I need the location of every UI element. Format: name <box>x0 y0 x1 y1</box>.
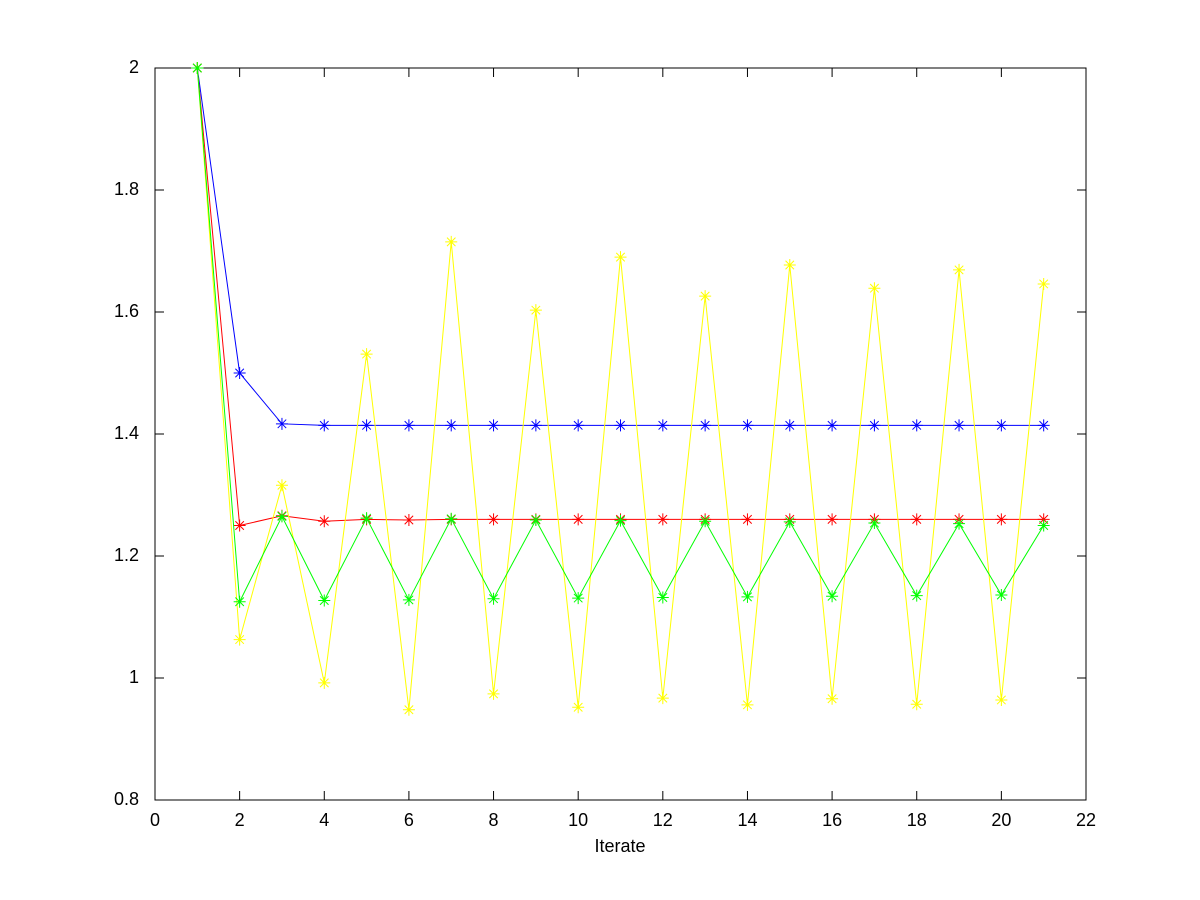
data-point <box>699 515 712 528</box>
data-point <box>572 592 585 605</box>
x-tick-label: 22 <box>1076 810 1096 830</box>
data-point <box>741 419 754 432</box>
data-point <box>233 595 246 608</box>
x-tick-label: 6 <box>404 810 414 830</box>
data-point <box>910 513 923 526</box>
data-point <box>656 591 669 604</box>
data-point <box>529 419 542 432</box>
data-point <box>953 517 966 530</box>
data-point <box>1037 277 1050 290</box>
data-point <box>402 593 415 606</box>
data-point <box>487 513 500 526</box>
data-point <box>995 693 1008 706</box>
data-point <box>572 513 585 526</box>
data-point <box>868 282 881 295</box>
y-tick-label: 2 <box>129 57 139 77</box>
data-point <box>910 419 923 432</box>
x-tick-label: 18 <box>907 810 927 830</box>
data-point <box>360 348 373 361</box>
data-point <box>233 519 246 532</box>
data-point <box>529 514 542 527</box>
data-point <box>275 417 288 430</box>
data-point <box>910 698 923 711</box>
data-point <box>826 590 839 603</box>
data-point <box>953 419 966 432</box>
data-point <box>995 419 1008 432</box>
data-point <box>233 367 246 379</box>
data-point <box>953 263 966 276</box>
data-point <box>572 419 585 432</box>
data-point <box>402 514 415 527</box>
x-tick-label: 20 <box>991 810 1011 830</box>
data-point <box>318 419 331 432</box>
data-point <box>318 594 331 607</box>
data-point <box>656 692 669 705</box>
data-point <box>1037 519 1050 532</box>
x-tick-label: 0 <box>150 810 160 830</box>
y-tick-label: 1.4 <box>114 423 139 443</box>
data-point <box>402 419 415 432</box>
x-tick-label: 2 <box>235 810 245 830</box>
data-point <box>656 419 669 432</box>
x-tick-label: 16 <box>822 810 842 830</box>
x-tick-label: 12 <box>653 810 673 830</box>
x-tick-label: 14 <box>737 810 757 830</box>
y-tick-label: 1.2 <box>114 545 139 565</box>
data-point <box>741 513 754 526</box>
data-point <box>572 701 585 714</box>
data-point <box>487 687 500 700</box>
x-axis-label: Iterate <box>594 836 645 856</box>
data-point <box>1037 513 1050 526</box>
y-tick-label: 1.8 <box>114 179 139 199</box>
data-point <box>699 419 712 432</box>
x-tick-label: 10 <box>568 810 588 830</box>
data-point <box>275 510 288 523</box>
data-point <box>445 419 458 432</box>
data-point <box>318 676 331 689</box>
data-point <box>614 419 627 432</box>
data-point <box>1037 419 1050 432</box>
plot-frame <box>154 67 1087 801</box>
data-point <box>826 692 839 705</box>
data-point <box>783 419 796 432</box>
data-point <box>360 419 373 432</box>
data-point <box>445 512 458 525</box>
y-tick-label: 1.6 <box>114 301 139 321</box>
data-point <box>826 419 839 432</box>
data-point <box>487 592 500 605</box>
data-point <box>402 703 415 716</box>
data-point <box>741 698 754 711</box>
data-point <box>868 517 881 530</box>
data-point <box>529 304 542 317</box>
data-point <box>191 62 204 74</box>
data-point <box>783 515 796 528</box>
data-point <box>656 513 669 526</box>
data-point <box>360 512 373 525</box>
data-point <box>699 290 712 303</box>
data-point <box>275 479 288 492</box>
y-tick-label: 1 <box>129 667 139 687</box>
data-point <box>741 590 754 603</box>
data-point <box>995 589 1008 602</box>
y-tick-label: 0.8 <box>114 789 139 809</box>
data-point <box>614 251 627 264</box>
data-point <box>318 515 331 528</box>
data-point <box>445 235 458 248</box>
data-point <box>487 419 500 432</box>
data-point <box>995 513 1008 526</box>
data-point <box>826 513 839 526</box>
data-point <box>868 419 881 432</box>
data-point <box>910 589 923 602</box>
x-tick-label: 4 <box>319 810 329 830</box>
data-point <box>614 514 627 527</box>
x-tick-label: 8 <box>489 810 499 830</box>
data-point <box>233 633 246 646</box>
data-point <box>783 259 796 272</box>
